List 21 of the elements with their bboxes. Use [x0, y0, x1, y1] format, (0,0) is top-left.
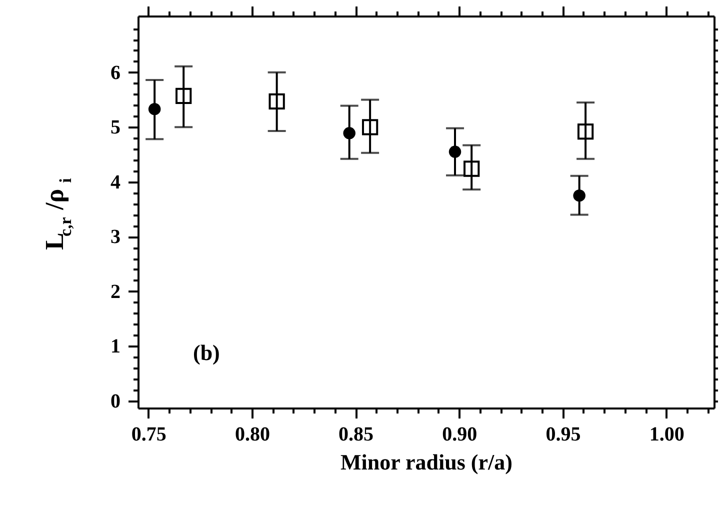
point [268, 93, 285, 110]
x-tick-label: 0.95 [546, 424, 581, 446]
y-tick-label: 6 [110, 62, 120, 84]
y-axis-title: Lc,r/ρi [40, 178, 75, 250]
y-tick-label: 5 [110, 116, 120, 139]
y-tick-label: 1 [110, 336, 120, 358]
point [362, 119, 378, 136]
y-tick-label: 0 [110, 390, 120, 412]
point [464, 160, 480, 177]
x-tick-label: 0.80 [234, 424, 270, 446]
point [577, 123, 594, 140]
annotation: (b) [193, 340, 220, 365]
x-tick-label: 0.85 [338, 424, 374, 446]
y-tick-label: 4 [110, 171, 120, 194]
x-tick-label: 1.00 [649, 424, 684, 446]
x-axis-title: Minor radius (r/a) [340, 450, 512, 474]
x-tick-label: 0.90 [442, 424, 478, 446]
point [176, 88, 192, 104]
y-tick-label: 2 [110, 280, 120, 303]
x-tick-label: 0.75 [131, 424, 166, 446]
y-tick-label: 3 [110, 226, 120, 248]
